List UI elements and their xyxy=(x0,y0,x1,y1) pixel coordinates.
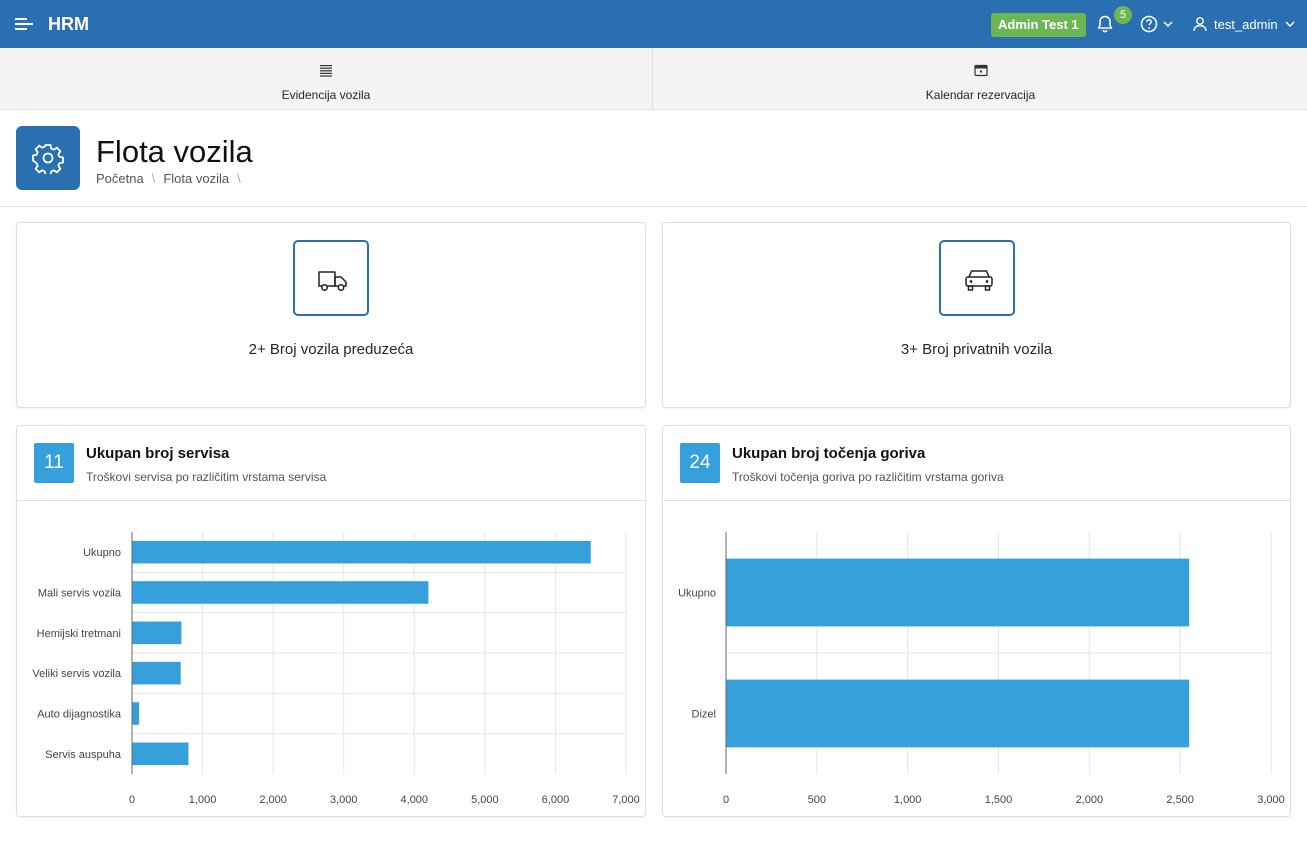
navigation-bar: Evidencija vozila Kalendar rezervacija xyxy=(0,48,1307,110)
tab-label: Evidencija vozila xyxy=(281,88,371,102)
chart-title: Ukupan broj točenja goriva xyxy=(732,445,926,462)
tab-evidencija-vozila[interactable]: Evidencija vozila xyxy=(0,48,653,110)
page-icon-box xyxy=(16,126,80,190)
calendar-icon xyxy=(973,64,988,77)
car-icon xyxy=(964,270,993,291)
chevron-down-icon xyxy=(1285,21,1295,28)
bar[interactable] xyxy=(132,702,140,725)
bar-chart-fuel: 0 500 1,000 1,500 2,000 2,500 3,000 Ukupno Dizel xyxy=(678,532,1285,806)
category-label: Auto dijagnostika xyxy=(37,709,122,721)
chart-title: Ukupan broj servisa xyxy=(86,445,230,462)
category-label: Dizel xyxy=(692,709,716,721)
x-tick-label: 2,000 xyxy=(259,794,287,806)
x-tick-label: 1,500 xyxy=(985,794,1013,806)
bar[interactable] xyxy=(132,581,429,604)
x-tick-label: 6,000 xyxy=(542,794,570,806)
chart-card-fuel: 24 Ukupan broj točenja goriva Troškovi t… xyxy=(662,425,1291,817)
app-title[interactable]: HRM xyxy=(48,14,89,34)
help-icon[interactable] xyxy=(1140,14,1176,34)
x-tick-label: 3,000 xyxy=(330,794,358,806)
x-tick-label: 5,000 xyxy=(471,794,499,806)
stat-card-company-vehicles: 2+ Broj vozila preduzeća xyxy=(16,222,646,408)
stat-icon-button[interactable] xyxy=(938,240,1015,316)
x-tick-label: 2,500 xyxy=(1166,794,1194,806)
bar[interactable] xyxy=(132,621,182,645)
bar[interactable] xyxy=(132,661,181,685)
truck-icon xyxy=(318,271,347,291)
breadcrumb-item-pocetna[interactable]: Početna xyxy=(96,171,144,186)
x-tick-label: 3,000 xyxy=(1257,794,1285,806)
category-label: Ukupno xyxy=(678,588,716,600)
count-badge: 24 xyxy=(680,443,720,483)
x-tick-label: 2,000 xyxy=(1076,794,1104,806)
list-icon xyxy=(320,65,332,77)
x-tick-label: 7,000 xyxy=(612,794,640,806)
x-tick-label: 1,000 xyxy=(189,794,217,806)
chart-header: 24 Ukupan broj točenja goriva Troškovi t… xyxy=(663,426,1290,501)
breadcrumb-item-flota-vozila: Flota vozila xyxy=(163,171,230,186)
count-badge: 11 xyxy=(34,443,74,483)
x-tick-label: 1,000 xyxy=(894,794,922,806)
breadcrumb: Početna \ Flota vozila \ xyxy=(96,171,241,186)
stat-label[interactable]: 2+ Broj vozila preduzeća xyxy=(248,341,414,358)
x-tick-label: 0 xyxy=(129,794,135,806)
chart-header: 11 Ukupan broj servisa Troškovi servisa … xyxy=(17,426,645,501)
breadcrumb-separator: \ xyxy=(237,171,241,186)
username-label: test_admin xyxy=(1214,16,1278,32)
environment-badge: Admin Test 1 xyxy=(991,13,1086,37)
stat-label[interactable]: 3+ Broj privatnih vozila xyxy=(900,341,1053,358)
x-tick-label: 0 xyxy=(723,794,729,806)
divider xyxy=(0,206,1307,207)
page-title: Flota vozila xyxy=(96,134,253,169)
tab-kalendar-rezervacija[interactable]: Kalendar rezervacija xyxy=(654,48,1307,110)
bell-icon[interactable] xyxy=(1095,14,1115,34)
bar[interactable] xyxy=(132,742,189,766)
category-label: Veliki servis vozila xyxy=(32,668,122,680)
x-tick-label: 4,000 xyxy=(401,794,429,806)
bar-chart-services: 0 1,000 2,000 3,000 4,000 5,000 6,000 7,000 Ukup… xyxy=(32,532,640,806)
notification-count-badge: 5 xyxy=(1114,6,1132,24)
stat-card-private-vehicles: 3+ Broj privatnih vozila xyxy=(662,222,1291,408)
breadcrumb-separator: \ xyxy=(151,171,156,186)
bar[interactable] xyxy=(726,679,1190,748)
menu-icon[interactable] xyxy=(14,14,34,34)
category-label: Ukupno xyxy=(83,547,121,559)
bar[interactable] xyxy=(726,558,1190,627)
category-label: Mali servis vozila xyxy=(38,588,122,600)
top-bar: HRM Admin Test 1 5 test_admin xyxy=(0,0,1307,48)
chart-card-services: 11 Ukupan broj servisa Troškovi servisa … xyxy=(16,425,646,817)
bar[interactable] xyxy=(132,540,591,564)
stat-icon-button[interactable] xyxy=(293,240,369,316)
gear-icon xyxy=(32,144,64,174)
category-label: Servis auspuha xyxy=(45,749,122,761)
x-tick-label: 500 xyxy=(808,794,826,806)
user-icon xyxy=(1193,17,1207,32)
category-label: Hemijski tretmani xyxy=(37,628,121,640)
tab-label: Kalendar rezervacija xyxy=(925,88,1036,102)
chart-subtitle: Troškovi točenja goriva po različitim vr… xyxy=(732,470,1004,484)
chart-subtitle: Troškovi servisa po različitim vrstama s… xyxy=(86,470,327,484)
user-menu[interactable]: test_admin xyxy=(1192,14,1296,34)
